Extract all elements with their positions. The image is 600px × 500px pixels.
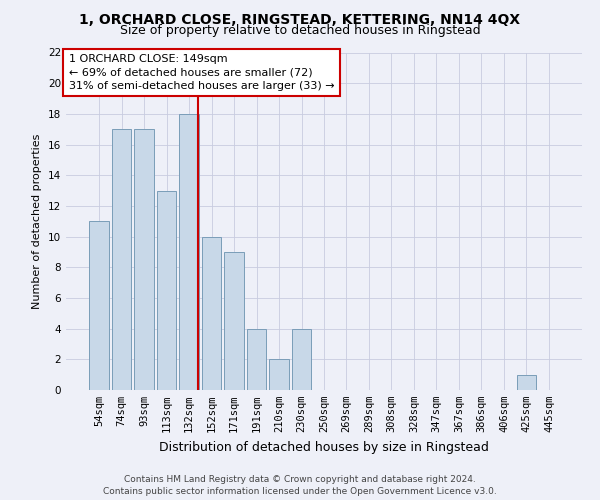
Bar bbox=[112, 129, 131, 390]
Bar bbox=[269, 360, 289, 390]
Bar bbox=[247, 328, 266, 390]
Text: 1, ORCHARD CLOSE, RINGSTEAD, KETTERING, NN14 4QX: 1, ORCHARD CLOSE, RINGSTEAD, KETTERING, … bbox=[79, 12, 521, 26]
Text: Size of property relative to detached houses in Ringstead: Size of property relative to detached ho… bbox=[119, 24, 481, 37]
Y-axis label: Number of detached properties: Number of detached properties bbox=[32, 134, 43, 309]
Bar bbox=[292, 328, 311, 390]
Bar bbox=[157, 190, 176, 390]
Bar bbox=[224, 252, 244, 390]
Bar bbox=[179, 114, 199, 390]
Text: 1 ORCHARD CLOSE: 149sqm
← 69% of detached houses are smaller (72)
31% of semi-de: 1 ORCHARD CLOSE: 149sqm ← 69% of detache… bbox=[68, 54, 334, 90]
Bar bbox=[517, 374, 536, 390]
Bar bbox=[202, 236, 221, 390]
Text: Contains HM Land Registry data © Crown copyright and database right 2024.
Contai: Contains HM Land Registry data © Crown c… bbox=[103, 474, 497, 496]
Bar bbox=[89, 221, 109, 390]
Bar bbox=[134, 129, 154, 390]
X-axis label: Distribution of detached houses by size in Ringstead: Distribution of detached houses by size … bbox=[159, 440, 489, 454]
